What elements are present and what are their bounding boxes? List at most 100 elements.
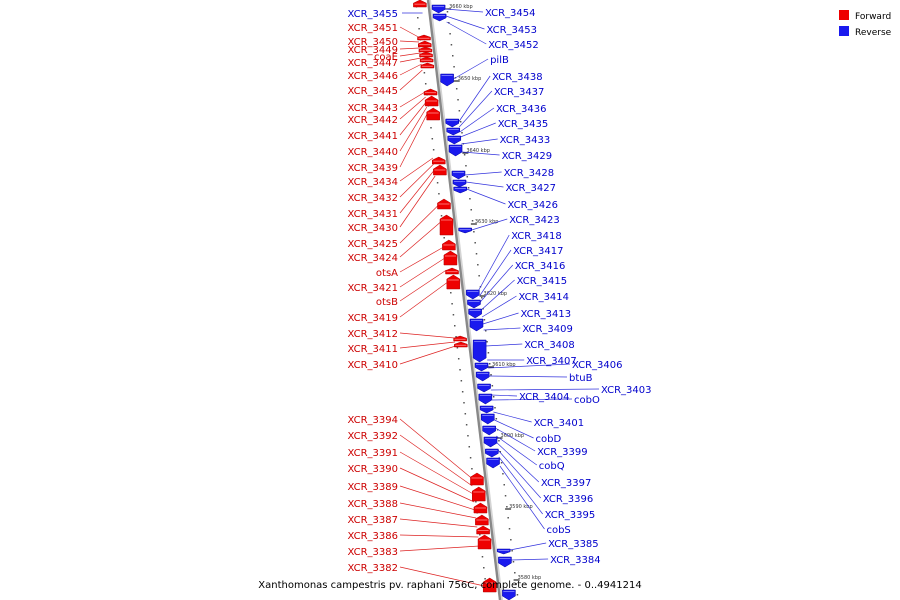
forward-gene[interactable] — [423, 88, 438, 96]
reverse-gene[interactable] — [482, 425, 496, 436]
reverse-gene-label[interactable]: XCR_3453 — [486, 25, 537, 36]
forward-gene-label[interactable]: XCR_3434 — [347, 177, 398, 188]
forward-gene[interactable] — [417, 34, 431, 41]
forward-gene-label[interactable]: XCR_3391 — [347, 448, 398, 459]
forward-gene[interactable] — [453, 335, 467, 342]
reverse-gene[interactable] — [458, 227, 472, 234]
reverse-gene-label[interactable]: cobD — [536, 434, 562, 445]
forward-gene[interactable] — [418, 46, 433, 53]
reverse-gene[interactable] — [451, 170, 466, 180]
reverse-gene[interactable] — [440, 73, 454, 87]
forward-gene-label[interactable]: XCR_3394 — [347, 415, 398, 426]
reverse-gene-label[interactable]: btuB — [569, 373, 593, 384]
forward-gene[interactable] — [426, 107, 440, 121]
reverse-gene[interactable] — [469, 318, 484, 332]
forward-gene-label[interactable]: XCR_3421 — [347, 283, 398, 294]
forward-gene[interactable] — [419, 56, 434, 63]
reverse-gene[interactable] — [466, 289, 480, 300]
reverse-gene-label[interactable]: XCR_3396 — [543, 494, 594, 505]
reverse-gene-label[interactable]: XCR_3427 — [505, 183, 556, 194]
reverse-gene[interactable] — [481, 413, 495, 425]
forward-gene-label[interactable]: XCR_3451 — [347, 23, 398, 34]
reverse-gene-label[interactable]: cobQ — [539, 461, 565, 472]
forward-gene-label[interactable]: XCR_3388 — [347, 499, 398, 510]
forward-gene[interactable] — [419, 51, 433, 58]
forward-gene-label[interactable]: XCR_3441 — [347, 131, 398, 142]
reverse-gene[interactable] — [468, 308, 482, 319]
forward-gene[interactable] — [446, 274, 461, 290]
reverse-gene-label[interactable]: XCR_3406 — [572, 360, 623, 371]
forward-gene[interactable] — [420, 62, 435, 69]
forward-gene-label[interactable]: otsB — [376, 297, 398, 308]
reverse-gene-label[interactable]: XCR_3436 — [496, 104, 547, 115]
forward-gene-label[interactable]: XCR_3410 — [347, 360, 398, 371]
forward-gene-label[interactable]: XCR_3392 — [347, 431, 398, 442]
forward-gene-label[interactable]: XCR_3445 — [347, 86, 398, 97]
forward-gene-label[interactable]: XCR_3449 — [347, 45, 398, 56]
forward-gene-label[interactable]: XCR_3443 — [347, 103, 398, 114]
reverse-gene[interactable] — [431, 4, 446, 14]
forward-gene-label[interactable]: XCR_3430 — [347, 223, 398, 234]
reverse-gene[interactable] — [498, 556, 512, 568]
reverse-gene-label[interactable]: pilB — [490, 55, 509, 66]
reverse-gene-label[interactable]: cobO — [574, 395, 600, 406]
reverse-gene-label[interactable]: XCR_3414 — [519, 292, 570, 303]
reverse-gene-label[interactable]: cobS — [546, 525, 570, 536]
forward-gene[interactable] — [418, 40, 432, 48]
forward-gene-label[interactable]: XCR_3389 — [347, 482, 398, 493]
reverse-gene-label[interactable]: XCR_3428 — [504, 168, 555, 179]
reverse-gene-label[interactable]: XCR_3384 — [550, 555, 601, 566]
reverse-gene[interactable] — [448, 144, 463, 157]
forward-gene[interactable] — [472, 486, 486, 502]
reverse-gene[interactable] — [478, 393, 493, 405]
reverse-gene-label[interactable]: XCR_3429 — [502, 151, 553, 162]
reverse-gene[interactable] — [483, 436, 498, 448]
forward-gene-label[interactable]: XCR_3440 — [347, 147, 398, 158]
forward-gene[interactable] — [413, 0, 427, 8]
reverse-gene[interactable] — [446, 127, 461, 136]
reverse-gene-label[interactable]: XCR_3409 — [522, 324, 573, 335]
forward-gene-label[interactable]: XCR_3442 — [347, 115, 398, 126]
forward-gene[interactable] — [470, 472, 484, 486]
forward-gene-label[interactable]: XCR_3425 — [347, 239, 398, 250]
reverse-gene-label[interactable]: XCR_3401 — [534, 418, 585, 429]
reverse-gene[interactable] — [467, 299, 481, 309]
reverse-gene-label[interactable]: XCR_3423 — [509, 215, 560, 226]
reverse-gene[interactable] — [502, 589, 516, 600]
forward-gene-label[interactable]: XCR_3383 — [347, 547, 398, 558]
forward-gene-label[interactable]: XCR_3439 — [347, 163, 398, 174]
reverse-gene[interactable] — [486, 457, 500, 469]
reverse-gene-label[interactable]: XCR_3435 — [498, 119, 549, 130]
reverse-gene-label[interactable]: XCR_3426 — [507, 200, 558, 211]
reverse-gene[interactable] — [477, 383, 491, 393]
reverse-gene[interactable] — [485, 448, 499, 458]
reverse-gene-label[interactable]: XCR_3395 — [545, 510, 596, 521]
reverse-gene-label[interactable]: XCR_3403 — [601, 385, 652, 396]
reverse-gene[interactable] — [474, 362, 489, 372]
reverse-gene-label[interactable]: XCR_3385 — [548, 539, 599, 550]
forward-gene-label[interactable]: XCR_3411 — [347, 344, 398, 355]
reverse-gene[interactable] — [453, 186, 468, 194]
forward-gene[interactable] — [443, 250, 458, 266]
forward-gene-label[interactable]: XCR_3390 — [347, 464, 398, 475]
forward-gene-label[interactable]: XCR_3447 — [347, 58, 398, 69]
forward-gene[interactable] — [454, 341, 468, 348]
forward-gene-label[interactable]: XCR_3386 — [347, 531, 398, 542]
forward-gene[interactable] — [432, 156, 446, 165]
reverse-gene[interactable] — [472, 339, 487, 363]
reverse-gene-label[interactable]: XCR_3399 — [537, 447, 588, 458]
forward-gene-label[interactable]: XCR_3412 — [347, 329, 398, 340]
reverse-gene-label[interactable]: XCR_3415 — [517, 276, 568, 287]
reverse-gene-label[interactable]: XCR_3418 — [511, 231, 562, 242]
forward-gene-label[interactable]: XCR_3431 — [347, 209, 398, 220]
reverse-gene-label[interactable]: XCR_3397 — [541, 478, 592, 489]
reverse-gene[interactable] — [432, 13, 447, 22]
forward-gene-label[interactable]: XCR_3432 — [347, 193, 398, 204]
reverse-gene-label[interactable]: XCR_3438 — [492, 72, 543, 83]
reverse-gene-label[interactable]: XCR_3404 — [519, 392, 570, 403]
reverse-gene-label[interactable]: XCR_3416 — [515, 261, 566, 272]
reverse-gene-label[interactable]: XCR_3413 — [521, 309, 572, 320]
reverse-gene-label[interactable]: XCR_3454 — [485, 8, 536, 19]
reverse-gene[interactable] — [447, 135, 462, 145]
